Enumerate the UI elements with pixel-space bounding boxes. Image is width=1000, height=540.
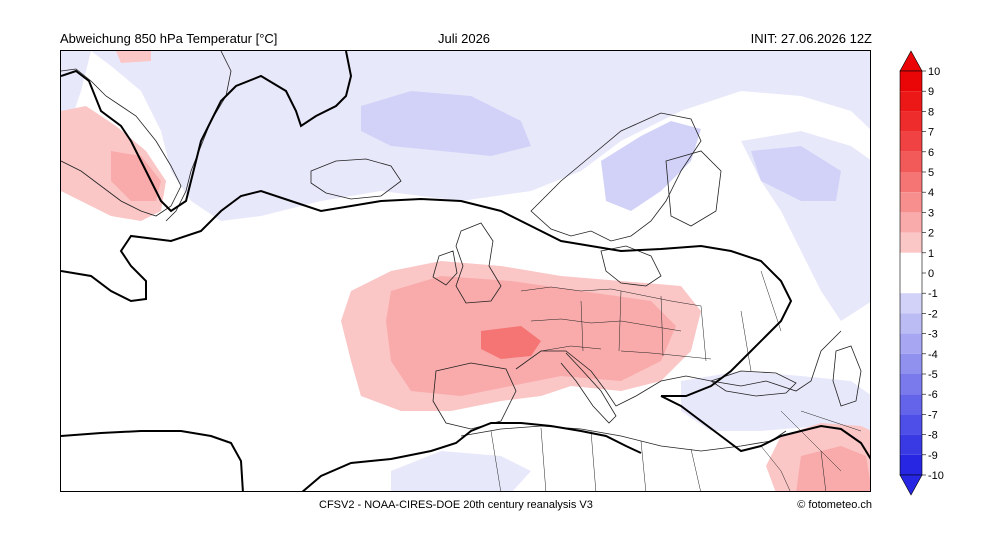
- colorbar-tick-label: 10: [928, 66, 940, 78]
- colorbar-tick-label: -4: [928, 349, 938, 361]
- colorbar-segment: [900, 313, 922, 334]
- warm-anomaly-shading: [61, 51, 870, 491]
- colorbar-segment: [900, 172, 922, 193]
- black-sea-coast: [710, 370, 797, 397]
- warm-area-france-core: [481, 326, 541, 359]
- zero-contour-southwest: [61, 430, 244, 491]
- cold-area-scandinavia: [601, 121, 701, 211]
- africa-borders: [490, 427, 701, 491]
- iberia-coast: [432, 362, 517, 430]
- copyright-credit: © fotometeo.ch: [797, 499, 872, 511]
- colorbar-segment: [900, 394, 922, 415]
- colorbar-tick-label: -10: [928, 470, 944, 482]
- colorbar-tick-label: -3: [928, 329, 938, 341]
- europe-south-coast: [515, 330, 842, 407]
- baltic-coast: [600, 245, 662, 287]
- colorbar-segment: [900, 212, 922, 233]
- zero-contours: [61, 51, 870, 491]
- greenland-coast: [61, 68, 182, 217]
- forecast-month: Juli 2026: [438, 31, 491, 46]
- colorbar-segment: [900, 111, 922, 132]
- colorbar-segment: [900, 333, 922, 354]
- map-title: Abweichung 850 hPa Temperatur [°C]: [60, 31, 278, 46]
- colorbar-tick-label: 6: [928, 147, 934, 159]
- colorbar-tick-label: 3: [928, 207, 934, 219]
- anomaly-map: [60, 50, 871, 492]
- colorbar-segment: [900, 293, 922, 314]
- colorbar-segment: [900, 91, 922, 112]
- map-canvas: [61, 51, 870, 491]
- cold-anomaly-shading: [61, 51, 870, 491]
- zero-contour-mediterranean: [660, 395, 870, 460]
- colorbar-tick-label: -9: [928, 450, 938, 462]
- caspian-coast: [832, 345, 862, 407]
- colorbar-segment: [900, 454, 922, 475]
- colorbar-tick-label: 5: [928, 167, 934, 179]
- cold-area-black-sea: [681, 371, 870, 431]
- colorbar-segment: [900, 131, 922, 152]
- colorbar-tick-label: -7: [928, 409, 938, 421]
- cold-area-iceland-sea: [361, 91, 531, 156]
- init-time: INIT: 27.06.2026 12Z: [750, 31, 872, 46]
- colorbar-tick-label: -6: [928, 389, 938, 401]
- colorbar-tick-label: 0: [928, 268, 934, 280]
- colorbar-tick-label: -1: [928, 288, 938, 300]
- colorbar-segment: [900, 232, 922, 253]
- zero-contour-atlantic: [61, 189, 793, 397]
- colorbar-segment: [900, 374, 922, 395]
- colorbar-segment: [900, 414, 922, 435]
- zero-contour-africa: [301, 422, 642, 491]
- colorbar-tick-label: 2: [928, 228, 934, 240]
- colorbar-segment: [900, 151, 922, 172]
- colorbar-segment: [900, 252, 922, 273]
- central-europe-borders: [520, 270, 782, 372]
- ireland-coast: [432, 250, 458, 286]
- cold-area-sahara: [391, 451, 531, 491]
- colorbar-tick-label: -8: [928, 430, 938, 442]
- warm-area-atlantic-patch: [116, 51, 151, 63]
- colorbar-segment: [900, 71, 922, 92]
- finland-coast: [665, 150, 722, 227]
- colorbar-segment: [900, 353, 922, 374]
- cold-area-ural: [751, 146, 841, 201]
- warm-area-middle-east-core: [796, 446, 870, 491]
- zero-contour-greenland: [61, 51, 353, 213]
- middle-east-borders: [760, 410, 862, 491]
- colorbar-tick-label: 7: [928, 127, 934, 139]
- colorbar-tick-label: -2: [928, 308, 938, 320]
- warm-area-greenland-core: [111, 151, 161, 201]
- italy-coast: [560, 352, 617, 424]
- colorbar-tick-label: -5: [928, 369, 938, 381]
- colorbar-min-arrow: [899, 474, 923, 496]
- colorbar-tick-label: 8: [928, 106, 934, 118]
- colorbar-segment: [900, 273, 922, 294]
- british-isles-coast: [455, 222, 502, 304]
- colorbar-tick-label: 1: [928, 248, 934, 260]
- colorbar-tick-label: 4: [928, 187, 934, 199]
- colorbar-segment: [900, 434, 922, 455]
- iceland-coast: [310, 158, 402, 200]
- data-source: CFSV2 - NOAA-CIRES-DOE 20th century rean…: [319, 499, 593, 511]
- scandinavia-coast: [530, 112, 702, 242]
- colorbar-max-arrow: [899, 50, 923, 72]
- colorbar-tick-label: 9: [928, 86, 934, 98]
- colorbar-segment: [900, 192, 922, 213]
